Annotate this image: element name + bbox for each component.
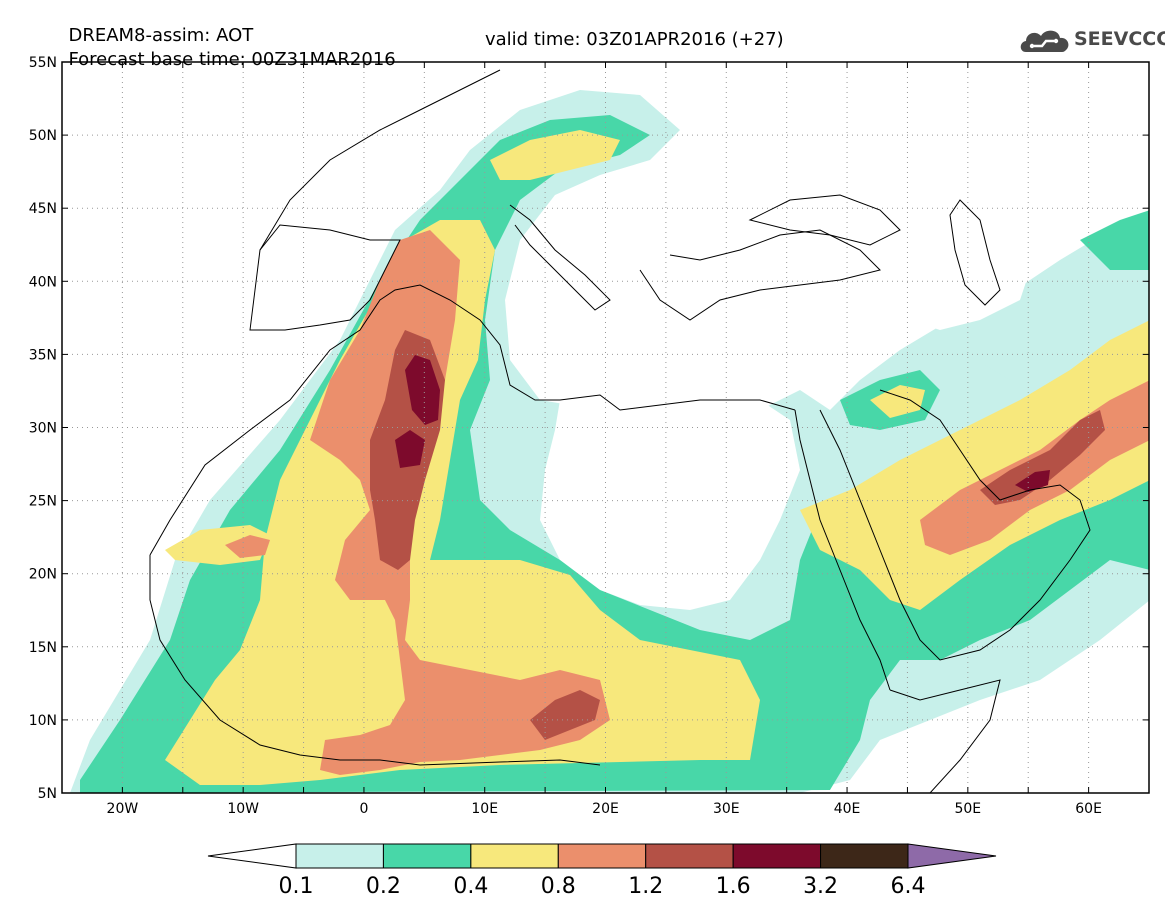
colorbar-low-arrow <box>207 843 297 869</box>
title-text: DREAM8-assim: AOT <box>68 25 254 46</box>
lat-label: 10N <box>29 713 57 729</box>
aot-region-sahara-l4 <box>310 230 610 775</box>
aot-region-iran-east-l2 <box>1080 210 1149 270</box>
colorbar-label: 3.2 <box>803 874 838 899</box>
lon-label: 10E <box>471 801 498 817</box>
coast-black-sea <box>748 194 901 246</box>
lat-label: 35N <box>29 347 57 363</box>
lat-label: 55N <box>29 55 57 71</box>
coast-arabia <box>819 389 1091 661</box>
lat-label: 50N <box>29 128 57 144</box>
colorbar-label: 0.8 <box>541 874 576 899</box>
colorbar-swatch <box>470 843 559 869</box>
aot-region-west-l4 <box>225 535 270 558</box>
aot-region-sahara-l3 <box>165 220 760 785</box>
lon-label: 20W <box>107 801 139 817</box>
valid-time-text: valid time: 03Z01APR2016 (+27) <box>485 29 784 50</box>
aot-region-caspian-l1 <box>980 330 1040 380</box>
colorbar-swatch <box>295 843 384 869</box>
lon-label: 40E <box>834 801 861 817</box>
lon-label: 60E <box>1075 801 1102 817</box>
seevccc-logo: SEEVCCC <box>1018 24 1165 56</box>
aot-region-arabia-north-l3 <box>870 385 925 418</box>
aot-clear-egypt <box>540 390 800 610</box>
lat-labels: 55N 50N 45N 40N 35N 30N 25N 20N 15N 10N 5N <box>29 55 57 802</box>
logo-text: SEEVCCC <box>1074 28 1165 50</box>
map-grid <box>62 62 1149 793</box>
colorbar-swatch <box>557 843 647 869</box>
coast-west-africa <box>149 555 601 766</box>
colorbar-label: 0.2 <box>366 874 401 899</box>
lon-label: 50E <box>954 801 981 817</box>
coast-europe-north <box>259 69 501 251</box>
colorbar-label: 0.1 <box>279 874 314 899</box>
lat-label: 45N <box>29 201 57 217</box>
coast-greece-turkey <box>639 229 881 321</box>
colorbar-swatch <box>382 843 472 869</box>
lon-label: 20E <box>592 801 619 817</box>
aot-clear-iran <box>895 240 1030 330</box>
lat-label: 20N <box>29 567 57 583</box>
coast-red-sea <box>794 409 891 691</box>
lon-label: 10W <box>227 801 259 817</box>
axis-ticks <box>61 61 1150 794</box>
lon-label: 30E <box>713 801 740 817</box>
aot-region-algeria-l6 <box>405 355 440 425</box>
lon-label: 0 <box>359 801 368 817</box>
aot-level-6 <box>395 355 1050 492</box>
colorbar-label: 6.4 <box>891 874 926 899</box>
aot-region-uae-l6 <box>1015 470 1050 492</box>
colorbar-swatch <box>732 843 822 869</box>
coast-italy <box>509 204 611 311</box>
aot-region-alps-l3 <box>490 130 620 180</box>
colorbar-high-arrow <box>907 843 997 869</box>
coast-caspian <box>949 199 1001 306</box>
lat-label: 5N <box>38 786 57 802</box>
lat-label: 25N <box>29 494 57 510</box>
aot-region-gulf-l5 <box>980 410 1105 505</box>
coast-horn-africa <box>889 679 1001 793</box>
lat-label: 40N <box>29 274 57 290</box>
lat-label: 15N <box>29 640 57 656</box>
map-subtitle: Forecast base time: 00Z31MAR2016 valid t… <box>57 30 783 90</box>
aot-region-algeria-south-l6 <box>395 430 425 468</box>
aot-region-chad-l5 <box>530 690 600 740</box>
aot-field <box>62 62 1149 793</box>
map-title: DREAM8-assim: AOT <box>57 6 253 46</box>
coastlines <box>149 69 1091 793</box>
lon-labels: 20W 10W 0 10E 20E 30E 40E 50E 60E <box>107 801 1102 817</box>
aot-region-gulf-l3 <box>800 320 1149 610</box>
colorbar-label: 0.4 <box>453 874 488 899</box>
colorbar-label: 1.6 <box>716 874 751 899</box>
lat-label: 30N <box>29 421 57 437</box>
base-time-text: Forecast base time: 00Z31MAR2016 <box>68 49 396 70</box>
colorbar-swatch <box>820 843 909 869</box>
colorbar-swatch <box>645 843 734 869</box>
aot-level-3 <box>165 130 1149 785</box>
colorbar: 0.1 0.2 0.4 0.8 1.2 1.6 3.2 6.4 <box>207 843 997 899</box>
cloud-icon <box>1020 30 1069 52</box>
colorbar-label: 1.2 <box>628 874 663 899</box>
coast-north-africa <box>149 284 796 556</box>
